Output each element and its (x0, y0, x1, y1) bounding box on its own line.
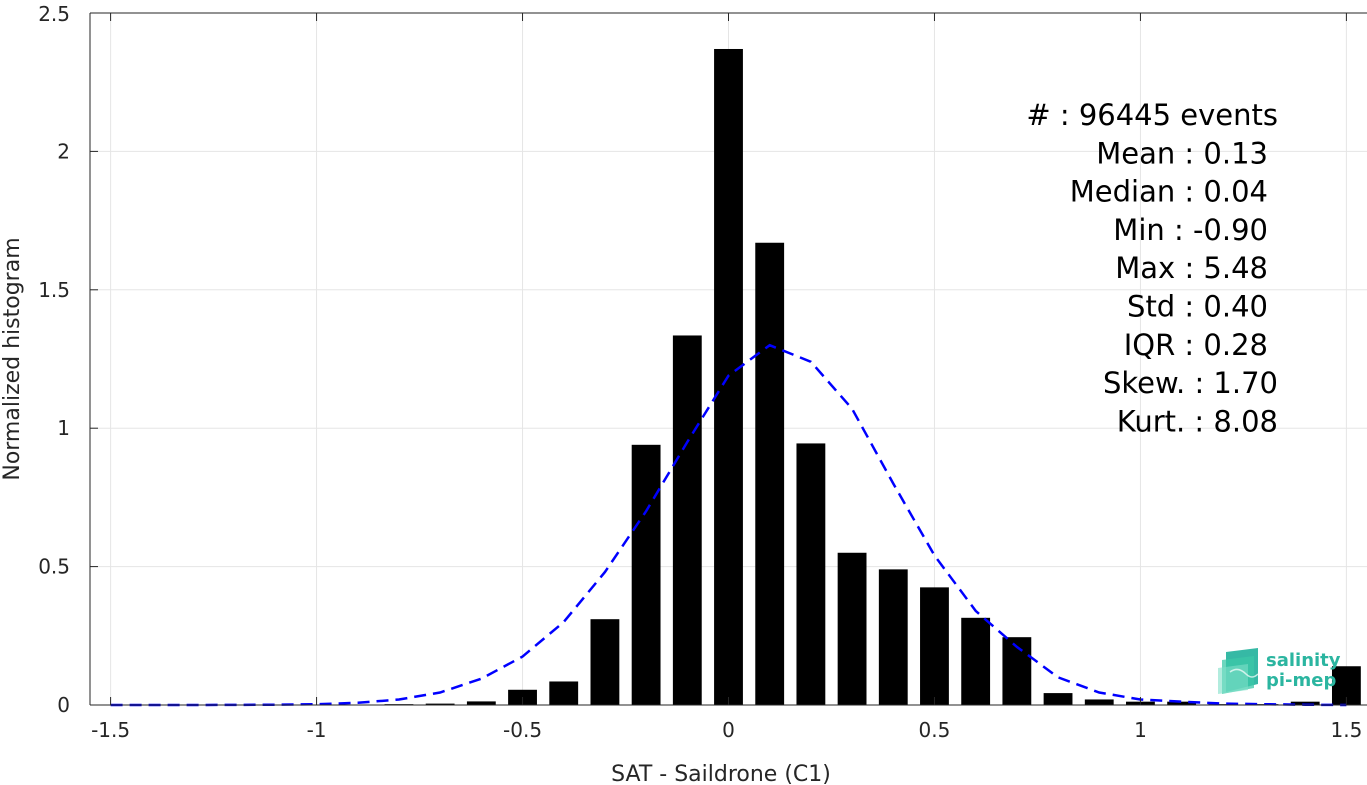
x-tick-label: -0.5 (503, 718, 542, 742)
histogram-bar (961, 617, 991, 705)
y-tick-label: 1 (57, 416, 70, 440)
histogram-bar (1290, 701, 1320, 705)
histogram-bar (549, 681, 579, 705)
normal-fit-curve (110, 343, 1347, 707)
stat-line: Skew. : 1.70 (1103, 366, 1278, 400)
stat-line: # : 96445 events (1026, 98, 1278, 132)
histogram-bar (796, 443, 826, 705)
logo-line1: salinity (1266, 650, 1341, 671)
x-tick-label: -1 (307, 718, 327, 742)
histogram-bar (837, 552, 867, 705)
histogram-bar (1167, 701, 1197, 705)
y-tick-label: 1.5 (38, 278, 70, 302)
stat-line: Kurt. : 8.08 (1117, 404, 1278, 438)
histogram-bar (466, 701, 496, 705)
x-tick-label: 1 (1134, 718, 1147, 742)
salinity-pimep-logo-icon (1218, 648, 1259, 694)
y-tick-label: 0.5 (38, 555, 70, 579)
stat-line: IQR : 0.28 (1124, 328, 1268, 362)
histogram-bar (631, 444, 661, 705)
histogram-bar (1043, 693, 1073, 705)
histogram-bar (878, 569, 908, 705)
y-tick-label: 2.5 (38, 2, 70, 26)
axes-frame (89, 12, 1367, 706)
x-tick-label: 1.5 (1330, 718, 1362, 742)
stat-line: Max : 5.48 (1115, 251, 1268, 285)
stat-line: Min : -0.90 (1113, 213, 1268, 247)
y-axis-label: Normalized histogram (0, 237, 25, 480)
y-tick-label: 0 (57, 693, 70, 717)
fit-curve-layer (110, 343, 1347, 707)
tick-labels: -1.5 -1 -0.5 0 0.5 1 1.5 0 0.5 1 1.5 2 2.5 (38, 2, 1362, 742)
logo-line2: pi-mep (1266, 670, 1336, 691)
x-axis-label: SAT - Saildrone (C1) (611, 762, 831, 785)
stat-line: Mean : 0.13 (1096, 136, 1268, 170)
histogram-bar (590, 619, 620, 705)
stat-line: Median : 0.04 (1070, 175, 1268, 209)
histogram-bars (343, 48, 1361, 705)
x-tick-label: -1.5 (91, 718, 130, 742)
histogram-bar (672, 335, 702, 705)
histogram-bar (425, 703, 455, 705)
stats-box: # : 96445 events Mean : 0.13 Median : 0.04… (1026, 98, 1278, 438)
histogram-bar (1084, 699, 1114, 705)
histogram-bar (920, 587, 949, 705)
histogram-bar (1002, 637, 1032, 705)
x-tick-label: 0.5 (919, 718, 951, 742)
x-tick-label: 0 (722, 718, 735, 742)
stat-line: Std : 0.40 (1127, 290, 1268, 324)
histogram-bar (755, 242, 785, 705)
y-tick-label: 2 (57, 139, 70, 163)
